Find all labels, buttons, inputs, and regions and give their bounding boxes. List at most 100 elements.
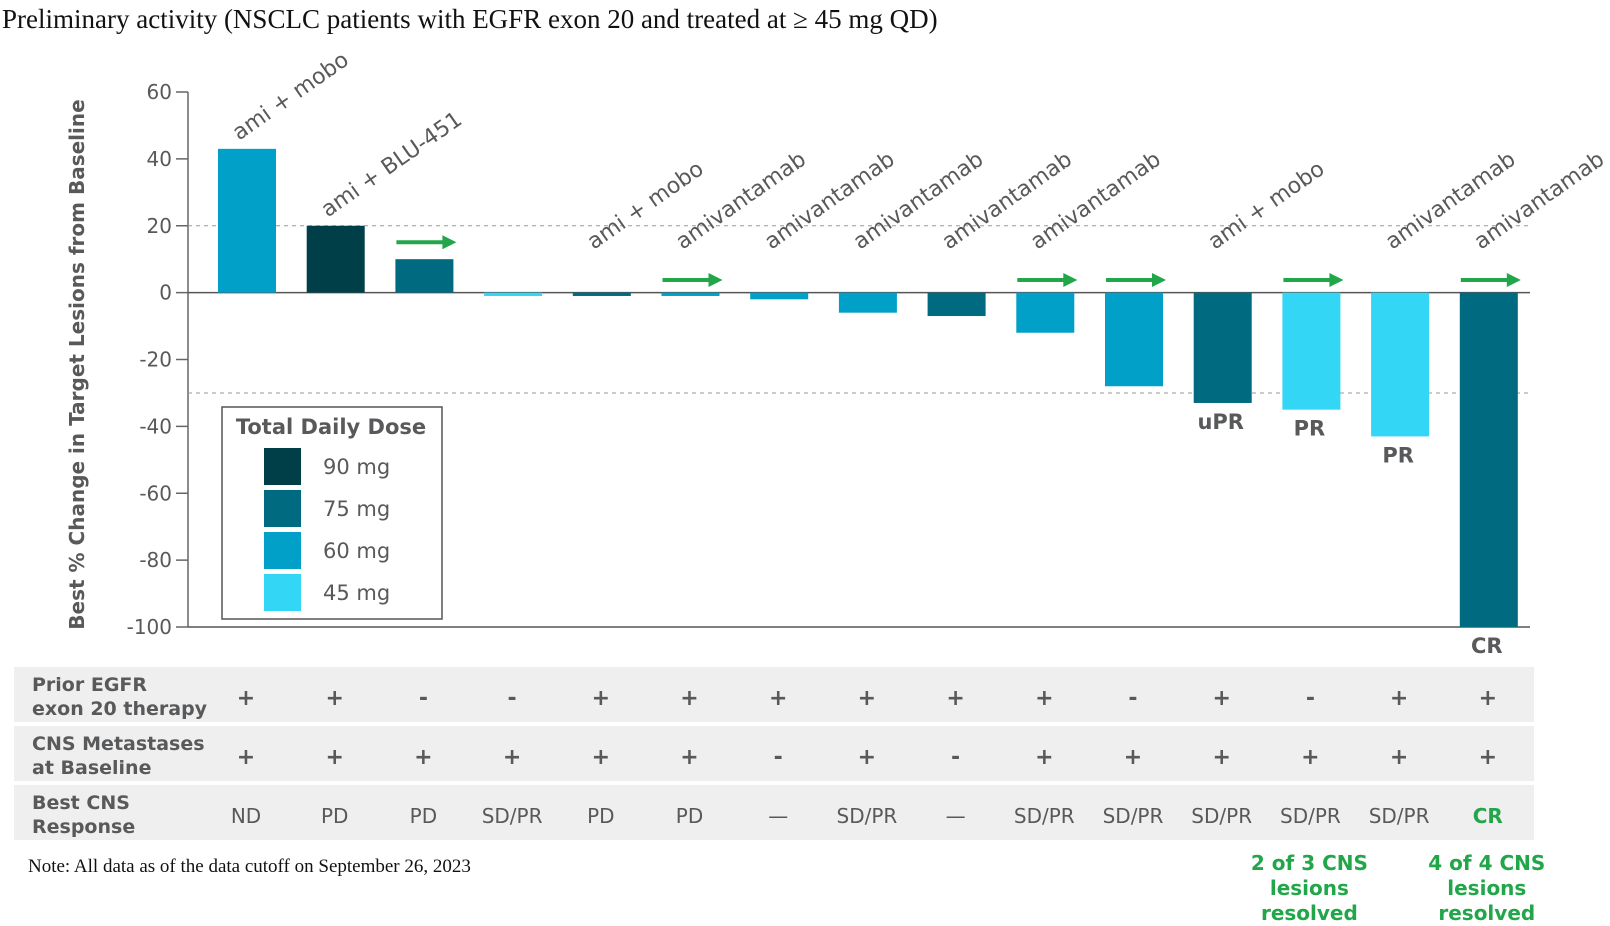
table-cell: - <box>1128 686 1137 711</box>
legend: Total Daily Dose 90 mg 75 mg 60 mg 45 mg <box>221 406 443 620</box>
combo-label: ami + mobo <box>1204 157 1330 255</box>
table-cell: + <box>1212 745 1230 770</box>
table-cell: + <box>858 745 876 770</box>
table-cell: + <box>1479 686 1497 711</box>
y-axis-label: Best % Change in Target Lesions from Bas… <box>65 99 89 629</box>
cns-note-line: lesions <box>1270 876 1349 900</box>
bar <box>838 292 897 313</box>
bar <box>750 292 809 300</box>
table-cell: + <box>1035 745 1053 770</box>
table-cell: PD <box>321 804 348 828</box>
table-cell: + <box>503 745 521 770</box>
table-cell: SD/PR <box>1369 804 1430 828</box>
table-cell: PD <box>676 804 703 828</box>
table-cell: - <box>774 745 783 770</box>
y-tick-label: -100 <box>127 615 172 639</box>
table-cell: + <box>592 686 610 711</box>
table-cell: - <box>508 686 517 711</box>
row-label: CNS Metastases <box>32 733 205 755</box>
table-cell: SD/PR <box>1280 804 1341 828</box>
y-tick-label: -80 <box>139 548 172 572</box>
legend-swatch <box>264 490 301 527</box>
bar <box>1371 292 1430 437</box>
ongoing-arrow-head <box>442 235 457 250</box>
y-tick-label: 20 <box>147 214 172 238</box>
ongoing-arrow-head <box>1063 273 1078 287</box>
footnote: Note: All data as of the data cutoff on … <box>28 856 471 877</box>
bar <box>1105 292 1163 387</box>
response-label: CR <box>1471 634 1503 658</box>
table-cell: + <box>858 686 876 711</box>
combo-label: ami + BLU-451 <box>317 107 467 223</box>
bar <box>927 292 986 317</box>
cns-note-line: 2 of 3 CNS <box>1251 851 1368 875</box>
response-label: PR <box>1382 443 1414 467</box>
y-tick-label: 40 <box>147 147 172 171</box>
row-label: Response <box>32 816 135 838</box>
ongoing-arrow-head <box>1506 273 1521 287</box>
legend-entry: 75 mg <box>323 497 390 521</box>
table-cell: + <box>1479 745 1497 770</box>
row-label: Best CNS <box>32 792 130 814</box>
table-cell: SD/PR <box>1191 804 1252 828</box>
legend-entry: 90 mg <box>323 455 390 479</box>
table-cell: - <box>951 745 960 770</box>
response-label: uPR <box>1197 410 1244 434</box>
legend-entry: 45 mg <box>323 581 390 605</box>
table-cell: + <box>414 745 432 770</box>
y-tick-label: -60 <box>139 481 172 505</box>
table-cell: + <box>592 745 610 770</box>
cns-note-line: resolved <box>1261 901 1358 925</box>
y-tick-label: -20 <box>139 348 172 372</box>
bar <box>218 148 276 293</box>
table-cell: + <box>1124 745 1142 770</box>
bar <box>395 259 454 293</box>
row-label: at Baseline <box>32 757 151 779</box>
legend-swatch <box>264 574 301 611</box>
table-cell: SD/PR <box>1103 804 1164 828</box>
bar <box>484 292 543 296</box>
table-cell: PD <box>587 804 614 828</box>
bar <box>1282 292 1341 410</box>
ongoing-arrow-head <box>1329 273 1344 287</box>
table-cell: + <box>769 686 787 711</box>
table-cell: SD/PR <box>482 804 543 828</box>
table-cell: + <box>946 686 964 711</box>
table-cell: CR <box>1473 804 1503 828</box>
bar <box>1016 292 1075 333</box>
legend-title: Total Daily Dose <box>236 415 426 439</box>
table-cell: + <box>680 745 698 770</box>
cns-note-line: lesions <box>1447 876 1526 900</box>
table-cell: + <box>1301 745 1319 770</box>
table-cell: + <box>1035 686 1053 711</box>
y-tick-label: 0 <box>159 281 172 305</box>
table-cell: SD/PR <box>1014 804 1075 828</box>
legend-box <box>221 406 443 620</box>
table-cell: + <box>1390 686 1408 711</box>
table-row <box>14 667 1534 722</box>
bar <box>1193 292 1252 403</box>
response-label: PR <box>1294 417 1326 441</box>
table-cell: PD <box>410 804 437 828</box>
table-cell: + <box>680 686 698 711</box>
row-label: Prior EGFR <box>32 674 147 696</box>
table-row <box>14 785 1534 840</box>
table-cell: + <box>1390 745 1408 770</box>
table-cell: + <box>325 745 343 770</box>
cns-note-line: resolved <box>1438 901 1535 925</box>
table-cell: ND <box>231 804 261 828</box>
legend-swatch <box>264 448 301 485</box>
table-cell: — <box>768 804 788 828</box>
table-cell: — <box>946 804 966 828</box>
row-label: exon 20 therapy <box>32 698 208 720</box>
chart-title: Preliminary activity (NSCLC patients wit… <box>2 4 938 34</box>
table-cell: + <box>237 686 255 711</box>
table-cell: - <box>419 686 428 711</box>
y-tick-label: -40 <box>139 414 172 438</box>
combo-label: ami + mobo <box>228 47 354 145</box>
legend-entry: 60 mg <box>323 539 390 563</box>
ongoing-arrow-head <box>1152 273 1166 287</box>
